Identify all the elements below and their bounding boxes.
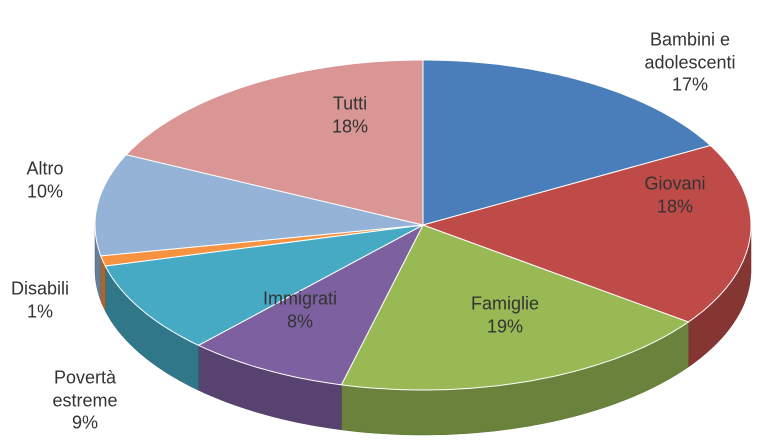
value-label: 19% [486, 316, 524, 336]
category-name: Bambini e adolescenti [644, 29, 736, 72]
slice [421, 144, 752, 323]
slice [125, 59, 424, 226]
value-label: 18% [656, 196, 694, 216]
category-name: Tutti [332, 93, 368, 114]
slice [422, 59, 712, 226]
slice-label: Immigrati 8% [245, 288, 355, 333]
slice [94, 154, 424, 257]
category-name: Famiglie [470, 293, 540, 314]
slice-label: Povertà estreme 9% [40, 366, 130, 434]
value-label: 17% [671, 74, 709, 95]
slice [197, 223, 425, 386]
slice-label: Disabili 1% [0, 278, 80, 323]
slice-label: Famiglie 19% [450, 293, 560, 338]
category-name: Immigrati [262, 288, 337, 309]
value-label: 9% [71, 412, 98, 433]
category-name: Altro [26, 158, 64, 179]
value-label: 8% [286, 311, 313, 331]
value-label: 18% [331, 116, 369, 136]
slice-label: Giovani 18% [620, 173, 730, 218]
value-label: 10% [26, 181, 64, 201]
category-name: Disabili [10, 278, 70, 299]
slice-label: Bambini e adolescenti 17% [625, 28, 755, 96]
category-name: Povertà estreme [52, 367, 118, 410]
slice-label: Altro 10% [5, 158, 85, 203]
slice [340, 224, 690, 391]
category-name: Giovani [644, 173, 706, 194]
slice-label: Tutti 18% [300, 93, 400, 138]
slice [104, 224, 424, 346]
value-label: 1% [26, 301, 53, 321]
